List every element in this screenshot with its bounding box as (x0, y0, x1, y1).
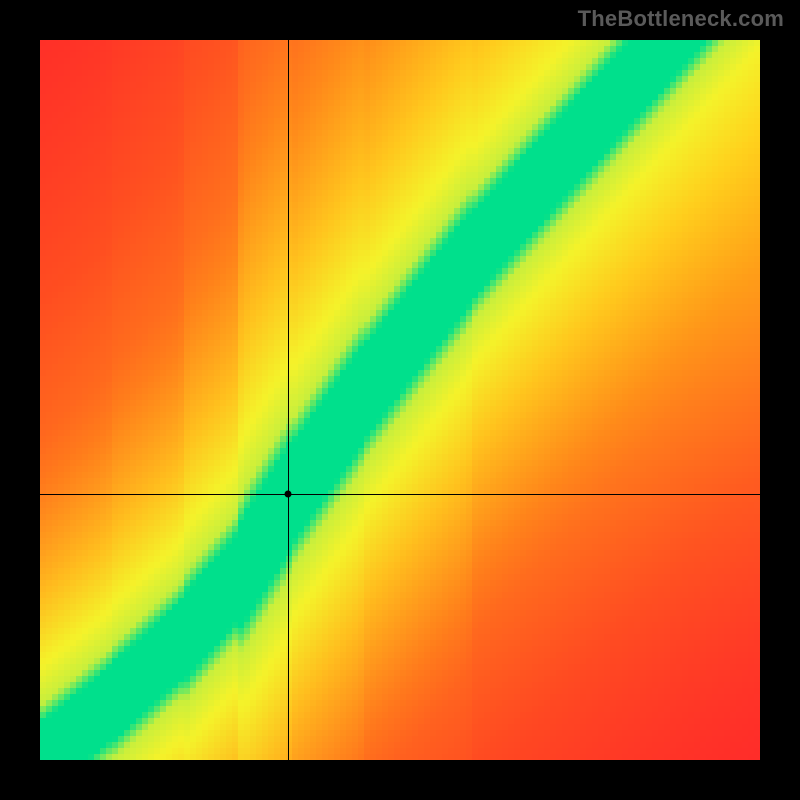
crosshair-horizontal (40, 494, 760, 495)
heatmap-canvas (40, 40, 760, 760)
crosshair-marker (285, 490, 292, 497)
watermark-label: TheBottleneck.com (578, 6, 784, 32)
chart-container: TheBottleneck.com (0, 0, 800, 800)
crosshair-vertical (288, 40, 289, 760)
